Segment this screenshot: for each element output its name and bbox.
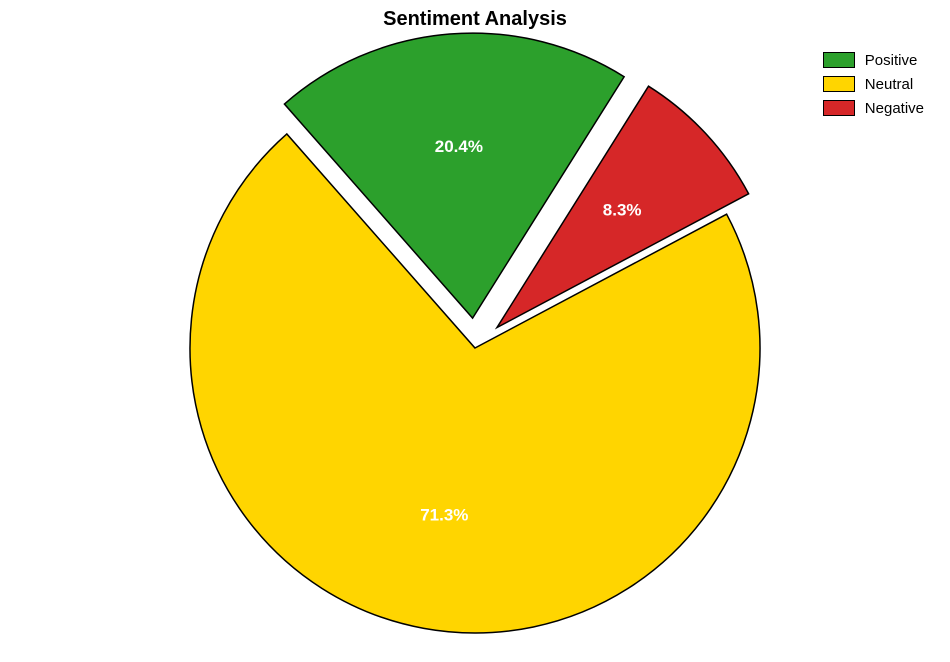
legend-item: Neutral [823, 72, 924, 96]
legend-swatch [823, 76, 855, 92]
legend-item: Positive [823, 48, 924, 72]
legend-label: Neutral [865, 76, 913, 93]
chart-container: Sentiment Analysis 71.3%20.4%8.3% Positi… [0, 0, 950, 662]
slice-label: 20.4% [435, 137, 483, 156]
legend-swatch [823, 52, 855, 68]
pie-chart: 71.3% 20.4% 8.3% [0, 0, 950, 662]
legend-label: Positive [865, 52, 918, 69]
slice-label: 71.3% [420, 506, 468, 525]
legend-label: Negative [865, 100, 924, 117]
legend: Positive Neutral Negative [823, 48, 924, 120]
legend-swatch [823, 100, 855, 116]
slice-label: 8.3% [603, 201, 642, 220]
legend-item: Negative [823, 96, 924, 120]
